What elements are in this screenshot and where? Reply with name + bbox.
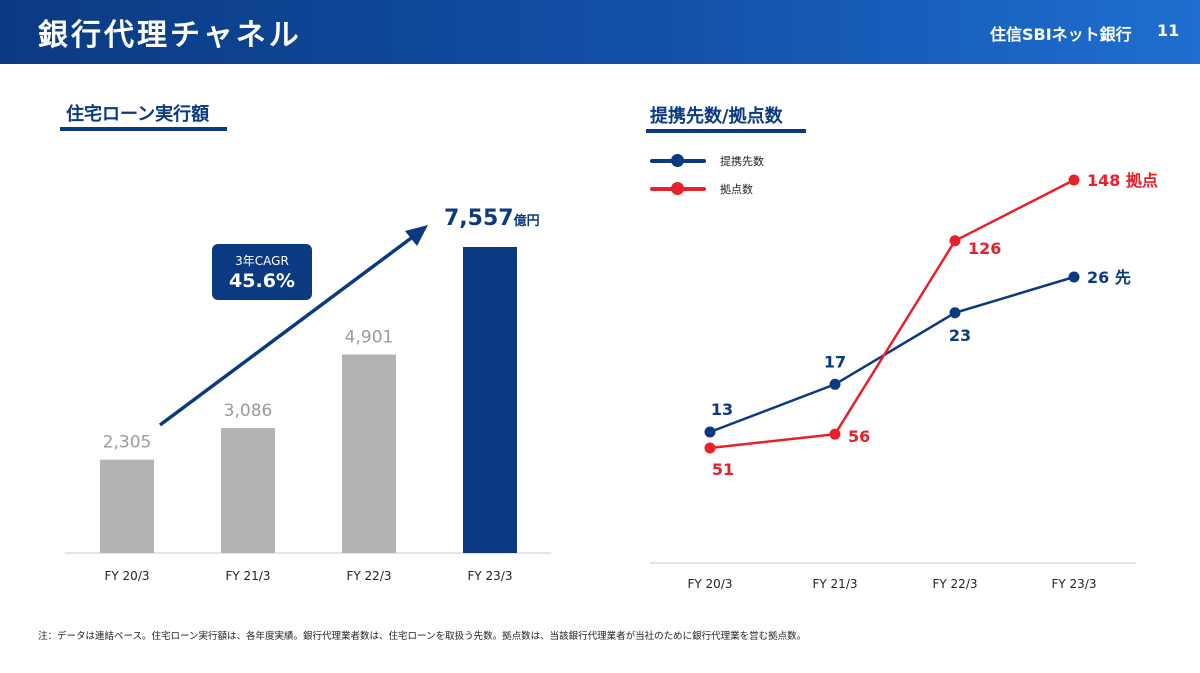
growth-arrow-head: [405, 225, 428, 246]
mortgage-bar: [463, 247, 517, 553]
mortgage-bar: [342, 354, 396, 553]
mortgage-bar: [221, 428, 275, 553]
legend-marker-partners: [671, 154, 684, 167]
line-category-label: FY 22/3: [933, 577, 978, 591]
final-total-label: 7,557億円: [444, 206, 540, 231]
bar-category-label: FY 20/3: [105, 569, 150, 583]
final-total-value: 7,557: [444, 206, 514, 231]
page-number: 11: [1157, 21, 1180, 40]
bar-value-label: 3,086: [224, 401, 273, 421]
cagr-badge: 3年CAGR 45.6%: [212, 244, 312, 300]
branches-data-label: 126: [968, 239, 1001, 258]
line-category-label: FY 23/3: [1052, 577, 1097, 591]
partners-data-point: [829, 378, 841, 390]
page-title: 銀行代理チャネル: [38, 18, 302, 53]
cagr-value: 45.6%: [229, 270, 295, 292]
bar-category-label: FY 21/3: [226, 569, 271, 583]
branches-data-point: [949, 235, 961, 247]
partners-data-point: [949, 307, 961, 319]
branches-data-label: 56: [848, 427, 870, 446]
partners-chart-title: 提携先数/拠点数: [650, 106, 783, 127]
header-bar: 銀行代理チャネル 住信SBIネット銀行 11: [0, 0, 1200, 64]
branches-data-label: 148 拠点: [1087, 171, 1158, 190]
branches-data-point: [1068, 174, 1080, 186]
partners-data-label: 23: [949, 326, 971, 345]
partners-title-underline: [646, 129, 806, 133]
partners-data-point: [704, 426, 716, 438]
branches-data-point: [704, 442, 716, 454]
partners-data-point: [1068, 271, 1080, 283]
branches-data-label: 51: [712, 460, 734, 479]
branches-series-line: [709, 178, 1075, 450]
final-total-unit: 億円: [513, 214, 540, 229]
branches-data-point: [829, 428, 841, 440]
partners-data-label: 26 先: [1087, 268, 1131, 287]
legend-label-branches: 拠点数: [720, 183, 753, 196]
partners-data-label: 17: [824, 352, 846, 371]
growth-arrow-line: [158, 231, 420, 427]
bar-value-label: 4,901: [345, 328, 394, 348]
bar-category-label: FY 22/3: [347, 569, 392, 583]
line-category-label: FY 20/3: [688, 577, 733, 591]
partners-data-label: 13: [711, 400, 733, 419]
brand-name: 住信SBIネット銀行: [990, 25, 1132, 44]
cagr-label: 3年CAGR: [235, 254, 289, 268]
bar-category-label: FY 23/3: [468, 569, 513, 583]
bar-value-label: 2,305: [103, 433, 152, 453]
line-category-label: FY 21/3: [813, 577, 858, 591]
mortgage-bar: [100, 459, 154, 553]
footnote: 注：データは連結ベース。住宅ローン実行額は、各年度実績。銀行代理業者数は、住宅ロ…: [38, 631, 807, 642]
legend-marker-branches: [671, 182, 684, 195]
legend-label-partners: 提携先数: [720, 155, 764, 168]
mortgage-chart-title: 住宅ローン実行額: [66, 104, 210, 125]
mortgage-title-underline: [60, 127, 227, 131]
partners-series-line: [709, 275, 1075, 434]
